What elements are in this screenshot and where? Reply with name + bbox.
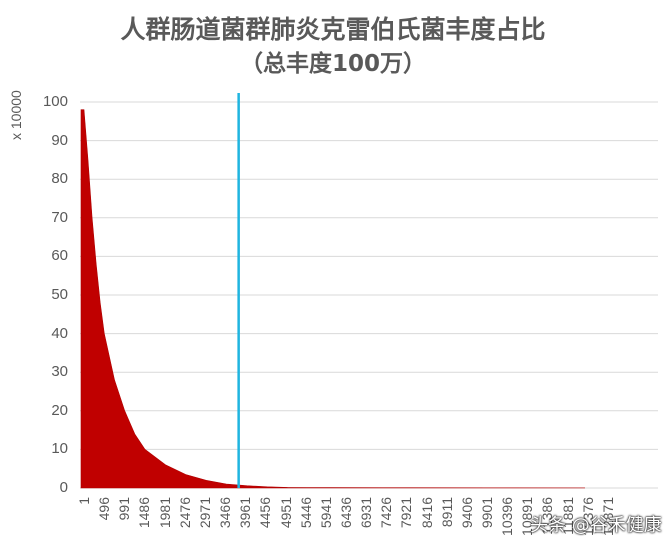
y-tick-label: 10 [51,440,68,458]
y-tick-label: 80 [51,170,68,188]
chart-subtitle: （总丰度100万） [239,51,426,77]
y-tick-label: 30 [51,363,68,381]
y-tick-label: 90 [51,131,68,149]
y-tick-label: 0 [59,479,68,496]
y-tick-label: 60 [51,247,68,265]
gridlines [80,101,658,489]
y-tick-label: 100 [42,93,68,110]
y-tick-label: 50 [51,286,68,303]
y-tick-label: 20 [51,401,68,419]
chart-title: 人群肠道菌群肺炎克雷伯氏菌丰度占比 [120,15,546,44]
y-tick-label: 70 [51,208,68,226]
watermark: 头条 @谷禾健康 [530,515,662,536]
y-tick-label: 40 [51,324,68,342]
abundance-bars [80,109,585,489]
